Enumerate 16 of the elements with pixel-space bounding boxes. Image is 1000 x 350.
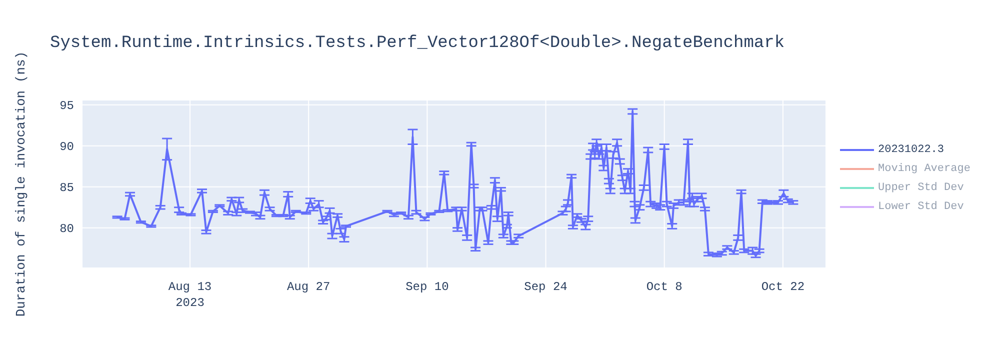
x-tick-label: Sep 10 bbox=[406, 280, 449, 294]
legend-label: 20231022.3 bbox=[878, 144, 944, 156]
chart-title: System.Runtime.Intrinsics.Tests.Perf_Vector128Of<Double>.NegateBenchmark bbox=[50, 34, 785, 53]
y-axis-title: Duration of single invocation (ns) bbox=[14, 51, 29, 317]
y-tick-label: 80 bbox=[60, 222, 74, 236]
x-tick-label: Oct 8 bbox=[646, 280, 682, 294]
x-tick-label: Sep 24 bbox=[524, 280, 568, 294]
x-tick-label: Oct 22 bbox=[761, 280, 805, 294]
legend-label: Moving Average bbox=[878, 162, 970, 174]
x-tick-label: Aug 27 bbox=[286, 280, 330, 294]
x-tick-label: Aug 13 2023 bbox=[168, 280, 212, 310]
legend-label: Lower Std Dev bbox=[878, 200, 964, 212]
y-tick-label: 85 bbox=[60, 181, 74, 196]
y-tick-label: 90 bbox=[60, 140, 74, 154]
y-tick-label: 95 bbox=[60, 99, 74, 114]
legend-label: Upper Std Dev bbox=[878, 182, 964, 194]
